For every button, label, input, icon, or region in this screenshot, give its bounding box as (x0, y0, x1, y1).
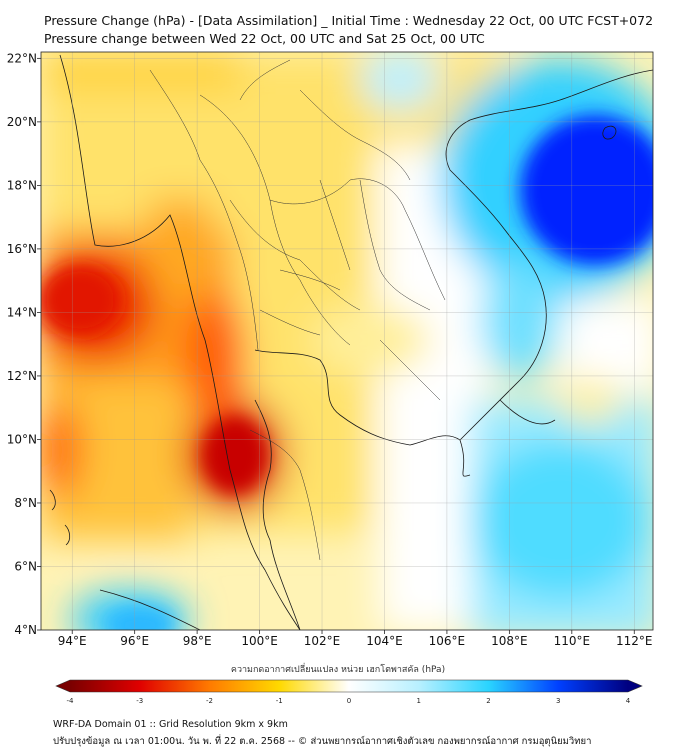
y-tick-label: 10°N (7, 432, 37, 446)
footer-update-info: ปรับปรุงข้อมูล ณ เวลา 01:00น. วัน พ. ที่… (53, 736, 592, 747)
colorbar-gradient (55, 679, 643, 693)
colorbar-tick-labels: -4 -3 -2 -1 0 1 2 3 4 (67, 697, 631, 705)
y-tick-label: 4°N (14, 623, 37, 637)
chart-subtitle: Pressure change between Wed 22 Oct, 00 U… (44, 31, 485, 46)
y-tick-label: 18°N (7, 178, 37, 192)
x-tick-label: 98°E (183, 634, 212, 648)
colorbar-tick-label: -4 (67, 697, 75, 705)
colorbar-tick-label: 2 (486, 697, 490, 705)
x-tick-label: 96°E (120, 634, 149, 648)
province-borders (149, 59, 446, 561)
y-tick-label: 12°N (7, 369, 37, 383)
coastlines (49, 54, 653, 630)
colorbar-tick-label: 4 (626, 697, 631, 705)
x-tick-labels: 94°E 96°E 98°E 100°E 102°E 104°E 106°E 108°E 110… (58, 630, 653, 648)
x-tick-label: 112°E (616, 634, 653, 648)
colorbar-tick-label: -3 (136, 697, 143, 705)
colorbar-tick-label: -1 (276, 697, 283, 705)
x-tick-label: 106°E (429, 634, 466, 648)
colorbar-tick-label: 3 (556, 697, 560, 705)
colorbar: -4 -3 -2 -1 0 1 2 3 4 (55, 679, 643, 705)
x-tick-label: 102°E (304, 634, 341, 648)
y-tick-labels: 22°N 20°N 18°N 16°N 14°N 12°N 10°N 8°N 6°N 4°N (7, 51, 41, 637)
y-tick-label: 20°N (7, 115, 37, 129)
colorbar-label: ความกดอากาศเปลี่ยนแปลง หน่วย เฮกโตพาสคัล… (230, 665, 446, 675)
x-tick-label: 108°E (491, 634, 528, 648)
x-tick-label: 94°E (58, 634, 87, 648)
map-frame (40, 51, 654, 631)
y-tick-label: 8°N (14, 496, 37, 510)
colorbar-tick-label: 0 (347, 697, 351, 705)
colorbar-tick-label: 1 (417, 697, 421, 705)
y-tick-label: 14°N (7, 305, 37, 319)
footer-model-info: WRF-DA Domain 01 :: Grid Resolution 9km … (53, 719, 288, 730)
y-tick-label: 22°N (7, 51, 37, 65)
y-tick-label: 6°N (14, 559, 37, 573)
x-tick-label: 100°E (241, 634, 278, 648)
x-tick-label: 110°E (554, 634, 591, 648)
x-tick-label: 104°E (366, 634, 403, 648)
y-tick-label: 16°N (7, 242, 37, 256)
chart-title: Pressure Change (hPa) - [Data Assimilati… (44, 13, 654, 28)
pressure-change-map: 94°E 96°E 98°E 100°E 102°E 104°E 106°E 108°E 110… (7, 51, 654, 648)
graticule (41, 52, 653, 630)
colorbar-tick-label: -2 (206, 697, 213, 705)
